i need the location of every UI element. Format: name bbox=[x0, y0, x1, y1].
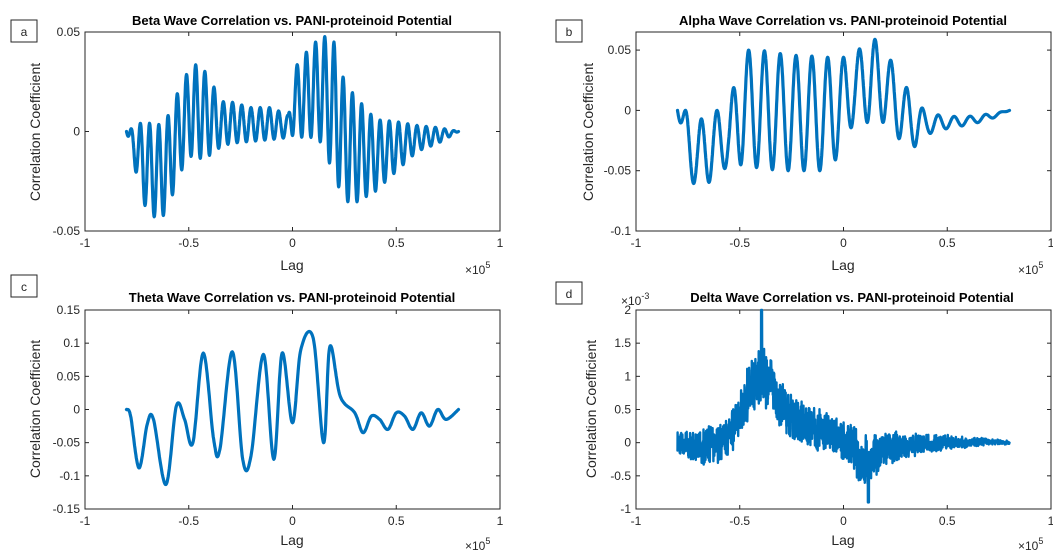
panel-a: a Beta Wave Correlation vs. PANI-protein… bbox=[10, 13, 504, 277]
x-tick-label: 0 bbox=[289, 236, 296, 250]
x-tick-label: 0 bbox=[840, 236, 847, 250]
x-axis-label: Lag bbox=[280, 532, 303, 548]
y-ticks: -0.05 0 0.05 bbox=[53, 25, 500, 238]
multiplier-base: ×10 bbox=[621, 294, 642, 308]
y-tick-label: 0 bbox=[624, 103, 631, 117]
x-tick-label: 1 bbox=[1048, 514, 1053, 528]
x-multiplier-label: ×105 bbox=[465, 536, 490, 552]
multiplier-exponent: 5 bbox=[1038, 536, 1043, 546]
x-tick-label: 0 bbox=[840, 514, 847, 528]
x-axis-label: Lag bbox=[280, 257, 303, 273]
y-tick-label: -0.15 bbox=[53, 502, 81, 516]
x-ticks: -1 -0.5 0 0.5 1 bbox=[80, 32, 504, 250]
panel-label: d bbox=[566, 287, 573, 301]
x-ticks: -1 -0.5 0 0.5 1 bbox=[631, 32, 1053, 250]
y-tick-label: 0 bbox=[73, 403, 80, 417]
multiplier-base: ×10 bbox=[465, 263, 486, 277]
x-tick-label: 1 bbox=[1048, 236, 1053, 250]
plot-area bbox=[635, 309, 1052, 510]
y-axis-label: Correlation Coefficient bbox=[583, 340, 599, 478]
series-group bbox=[675, 37, 1012, 186]
panel-c: c Theta Wave Correlation vs. PANI-protei… bbox=[10, 274, 504, 552]
x-tick-label: 1 bbox=[497, 236, 504, 250]
multiplier-base: ×10 bbox=[1018, 539, 1039, 552]
y-axis-label: Correlation Coefficient bbox=[27, 63, 43, 201]
y-multiplier-label: ×10-3 bbox=[621, 291, 649, 308]
multiplier-exponent: 5 bbox=[1038, 260, 1043, 270]
y-tick-label: 0.05 bbox=[608, 43, 632, 57]
x-tick-label: -1 bbox=[80, 236, 91, 250]
chart-title: Delta Wave Correlation vs. PANI-proteino… bbox=[690, 290, 1014, 305]
x-tick-label: -1 bbox=[631, 514, 642, 528]
chart-title: Theta Wave Correlation vs. PANI-proteino… bbox=[129, 290, 456, 305]
multiplier-base: ×10 bbox=[1018, 263, 1039, 277]
x-tick-label: 1 bbox=[497, 514, 504, 528]
x-tick-label: 0 bbox=[289, 514, 296, 528]
y-tick-label: 1.5 bbox=[614, 336, 631, 350]
x-ticks: -1 -0.5 0 0.5 1 bbox=[631, 310, 1053, 528]
y-tick-label: -1 bbox=[620, 502, 631, 516]
y-tick-label: 0.05 bbox=[57, 369, 81, 383]
panel-label-box bbox=[10, 274, 38, 298]
y-tick-label: 0.15 bbox=[57, 303, 81, 317]
x-tick-label: 0.5 bbox=[388, 236, 405, 250]
series-line bbox=[676, 308, 1011, 504]
x-tick-label: -0.5 bbox=[178, 236, 199, 250]
y-tick-label: -0.1 bbox=[610, 224, 631, 238]
panel-label: c bbox=[21, 280, 27, 294]
x-axis-label: Lag bbox=[831, 532, 854, 548]
x-axis-label: Lag bbox=[831, 257, 854, 273]
multiplier-exponent: 5 bbox=[485, 260, 490, 270]
y-ticks: -1 -0.5 0 0.5 1 1.5 2 bbox=[610, 303, 1051, 516]
y-axis-label: Correlation Coefficient bbox=[580, 63, 596, 201]
x-tick-label: 0.5 bbox=[939, 514, 956, 528]
x-ticks: -1 -0.5 0 0.5 1 bbox=[80, 310, 504, 528]
x-multiplier-label: ×105 bbox=[465, 260, 490, 277]
x-tick-label: -0.5 bbox=[729, 236, 750, 250]
chart-title: Alpha Wave Correlation vs. PANI-proteino… bbox=[679, 13, 1007, 28]
y-ticks: -0.1 -0.05 0 0.05 bbox=[604, 43, 1051, 238]
x-multiplier-label: ×105 bbox=[1018, 260, 1043, 277]
x-multiplier-label: ×105 bbox=[1018, 536, 1043, 552]
series-line bbox=[124, 329, 461, 487]
y-tick-label: 0.5 bbox=[614, 403, 631, 417]
panel-label: b bbox=[566, 25, 573, 39]
y-tick-label: 0 bbox=[73, 125, 80, 139]
y-tick-label: 0.1 bbox=[63, 336, 80, 350]
series-group bbox=[124, 35, 461, 219]
panel-label-box bbox=[555, 19, 583, 43]
x-tick-label: -0.5 bbox=[729, 514, 750, 528]
x-tick-label: 0.5 bbox=[388, 514, 405, 528]
y-tick-label: -0.05 bbox=[604, 164, 632, 178]
x-tick-label: -0.5 bbox=[178, 514, 199, 528]
multiplier-exponent: -3 bbox=[641, 291, 649, 301]
x-tick-label: -1 bbox=[631, 236, 642, 250]
y-tick-label: -0.1 bbox=[59, 469, 80, 483]
panel-label: a bbox=[21, 25, 28, 39]
y-tick-label: -0.05 bbox=[53, 436, 81, 450]
y-tick-label: 0 bbox=[624, 436, 631, 450]
y-tick-label: -0.5 bbox=[610, 469, 631, 483]
panel-label-box bbox=[10, 19, 38, 43]
y-tick-label: 2 bbox=[624, 303, 631, 317]
panel-b: b Alpha Wave Correlation vs. PANI-protei… bbox=[555, 13, 1053, 277]
panel-d: d ×10-3 Delta Wave Correlation vs. PANI-… bbox=[555, 281, 1053, 552]
y-ticks: -0.15 -0.1 -0.05 0 0.05 0.1 0.15 bbox=[53, 303, 500, 516]
y-tick-label: -0.05 bbox=[53, 224, 81, 238]
series-group bbox=[124, 329, 461, 487]
series-line bbox=[124, 35, 461, 219]
chart-title: Beta Wave Correlation vs. PANI-proteinoi… bbox=[132, 13, 452, 28]
multiplier-base: ×10 bbox=[465, 539, 486, 552]
y-tick-label: 1 bbox=[624, 369, 631, 383]
y-axis-label: Correlation Coefficient bbox=[27, 340, 43, 478]
series-line bbox=[675, 37, 1012, 186]
x-tick-label: -1 bbox=[80, 514, 91, 528]
series-group bbox=[676, 308, 1011, 504]
panel-label-box bbox=[555, 281, 583, 305]
y-tick-label: 0.05 bbox=[57, 25, 81, 39]
x-tick-label: 0.5 bbox=[939, 236, 956, 250]
multiplier-exponent: 5 bbox=[485, 536, 490, 546]
